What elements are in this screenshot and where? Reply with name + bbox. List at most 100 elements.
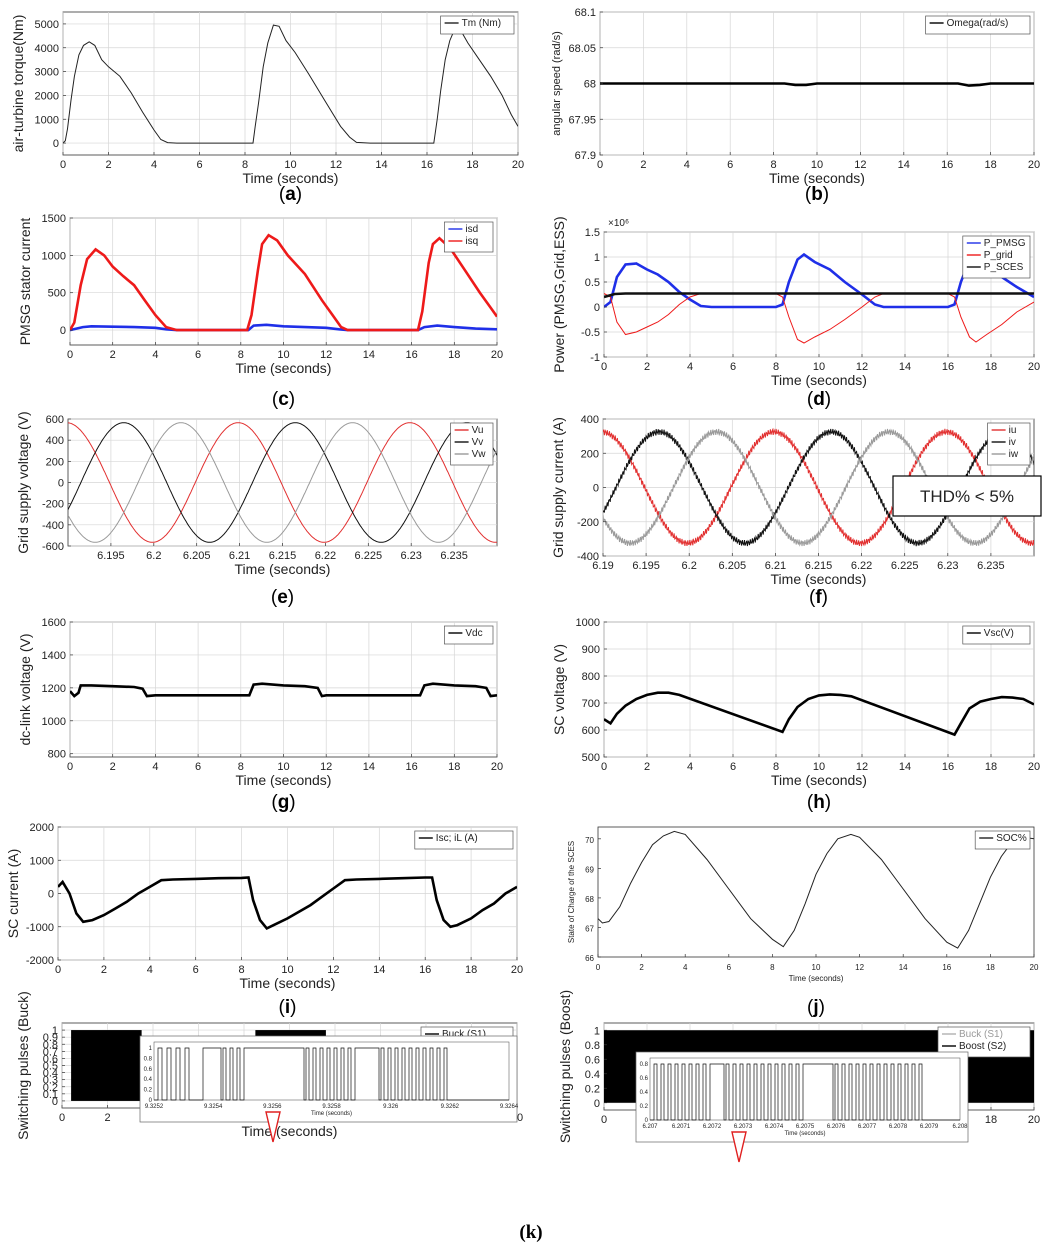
x-tick-label: 18 <box>448 349 460 361</box>
y-tick-label: 0.8 <box>585 1040 600 1052</box>
x-tick-label: 20 <box>1030 963 1039 972</box>
panel-caption: (c) <box>272 389 295 410</box>
y-axis-label: Power (PMSG,Grid,ESS) <box>551 216 567 372</box>
x-tick-label: 6.205 <box>719 560 747 572</box>
chart-panel-g: 0 2 4 6 8 10 12 14 16 18 20 800 1000 1200 1400 1600 Time… <box>17 617 503 813</box>
series-line-P_SCES <box>604 292 1034 299</box>
x-tick-label: 4 <box>687 761 693 773</box>
legend-label: iv <box>1009 437 1016 448</box>
x-tick-label: 6.215 <box>805 560 833 572</box>
inset-pulse-train <box>650 1063 960 1121</box>
x-tick-label: 6 <box>727 159 733 171</box>
x-tick-label: 8 <box>239 964 245 976</box>
y-tick-label: 0.6 <box>43 1053 58 1065</box>
y-axis-label: Switching pulses (Boost) <box>557 990 573 1143</box>
x-tick-label: 0 <box>596 963 601 972</box>
x-tick-label: 12 <box>856 761 868 773</box>
chart-panel-a: 0 2 4 6 8 10 12 14 16 18 20 0 1000 2000 3000 4000 5000 Ti… <box>10 11 524 205</box>
legend-label: Boost (S2) <box>959 1041 1006 1052</box>
y-tick-label: 500 <box>582 752 600 764</box>
x-tick-label: 6.205 <box>183 550 211 562</box>
y-axis-label: Grid supply current (A) <box>550 417 566 558</box>
y-tick-label: 4000 <box>35 43 59 55</box>
x-tick-label: 16 <box>405 761 417 773</box>
panel-caption: (g) <box>271 792 295 813</box>
y-tick-label: 1400 <box>42 650 66 662</box>
x-axis-label: Time (seconds) <box>235 561 331 577</box>
series-line-isq <box>70 233 497 332</box>
x-tick-label: 20 <box>491 761 503 773</box>
y-tick-label: 69 <box>585 865 594 874</box>
x-tick-label: 2 <box>105 159 111 171</box>
x-tick-label: 8 <box>773 361 779 373</box>
x-tick-label: 6.195 <box>97 550 125 562</box>
legend: SOC% <box>974 830 1031 850</box>
x-tick-label: 10 <box>811 159 823 171</box>
x-tick-label: 4 <box>683 963 688 972</box>
series-group <box>70 682 497 698</box>
y-tick-label: 900 <box>582 644 600 656</box>
x-tick-label: 2 <box>110 761 116 773</box>
series-line-iw <box>603 428 1034 547</box>
panel-caption: (h) <box>807 792 831 813</box>
legend-label: P_SCES <box>984 262 1024 273</box>
thd-annotation-text: THD% < 5% <box>920 487 1014 506</box>
y-tick-label: 1600 <box>42 617 66 629</box>
legend-label: Vw <box>472 449 487 460</box>
zoom-inset: 6.207 6.2071 6.2072 6.2073 6.2074 6.2075 6.207… <box>635 1051 969 1163</box>
inset-y-tick-label: 0.6 <box>144 1067 153 1073</box>
legend-box <box>925 15 1031 35</box>
chart-panel-i: 0 2 4 6 8 10 12 14 16 18 20 -2000 -1000 0 1000 2000 Time… <box>5 822 523 1018</box>
inset-x-tick-label: 6.2076 <box>827 1124 846 1130</box>
x-tick-label: 6.235 <box>440 550 468 562</box>
x-tick-label: 18 <box>448 761 460 773</box>
y-tick-label: -200 <box>42 499 64 511</box>
y-tick-label: 1500 <box>42 213 66 225</box>
x-tick-label: 20 <box>1028 1114 1040 1126</box>
y-tick-label: -1000 <box>26 922 54 934</box>
y-tick-label: 0.7 <box>43 1046 58 1058</box>
y-axis-label: PMSG stator current <box>17 218 33 346</box>
x-tick-label: 10 <box>813 761 825 773</box>
zoom-inset: 9.3252 9.3254 9.3256 9.3258 9.326 9.3262 9.326… <box>139 1035 519 1143</box>
x-tick-label: 0 <box>601 1114 607 1126</box>
x-tick-label: 6.21 <box>765 560 786 572</box>
x-tick-label: 12 <box>320 761 332 773</box>
x-tick-label: 16 <box>419 964 431 976</box>
series-line-isd <box>70 323 497 332</box>
y-tick-label: 67.9 <box>575 150 596 162</box>
x-axis-label: Time (seconds) <box>771 571 867 587</box>
inset-y-tick-label: 0.6 <box>640 1076 649 1082</box>
x-tick-label: 6.195 <box>632 560 660 572</box>
x-tick-label: 20 <box>1028 361 1040 373</box>
legend-label: isd <box>465 224 478 235</box>
x-axis-label: Time (seconds) <box>236 772 332 788</box>
y-tick-label: 0.4 <box>43 1068 58 1080</box>
x-tick-label: 10 <box>812 963 821 972</box>
x-tick-label: 2 <box>104 1112 110 1124</box>
x-tick-label: 8 <box>771 159 777 171</box>
inset-x-tick-label: 6.2078 <box>889 1124 908 1130</box>
x-tick-label: 10 <box>277 761 289 773</box>
x-tick-label: 10 <box>277 349 289 361</box>
legend-box <box>444 625 494 645</box>
legend-label: Vv <box>472 437 484 448</box>
legend-label: Buck (S1) <box>442 1029 486 1040</box>
y-tick-label: 0 <box>593 483 599 495</box>
x-axis-label: Time (seconds) <box>789 974 844 983</box>
zoom-marker-triangle <box>265 1111 281 1143</box>
x-tick-label: 4 <box>151 159 157 171</box>
x-tick-label: 6.225 <box>355 550 383 562</box>
y-tick-label: 400 <box>581 414 599 426</box>
x-tick-label: 6.235 <box>977 560 1005 572</box>
legend-label: Isc; iL (A) <box>436 833 478 844</box>
x-axis-label: Time (seconds) <box>242 1123 338 1139</box>
x-axis-label: Time (seconds) <box>771 772 867 788</box>
panel-caption: (b) <box>805 184 829 205</box>
x-tick-label: 18 <box>986 963 995 972</box>
x-tick-label: 6 <box>193 964 199 976</box>
y-tick-label: 68.1 <box>575 7 596 19</box>
y-tick-label: 1.5 <box>585 227 600 239</box>
